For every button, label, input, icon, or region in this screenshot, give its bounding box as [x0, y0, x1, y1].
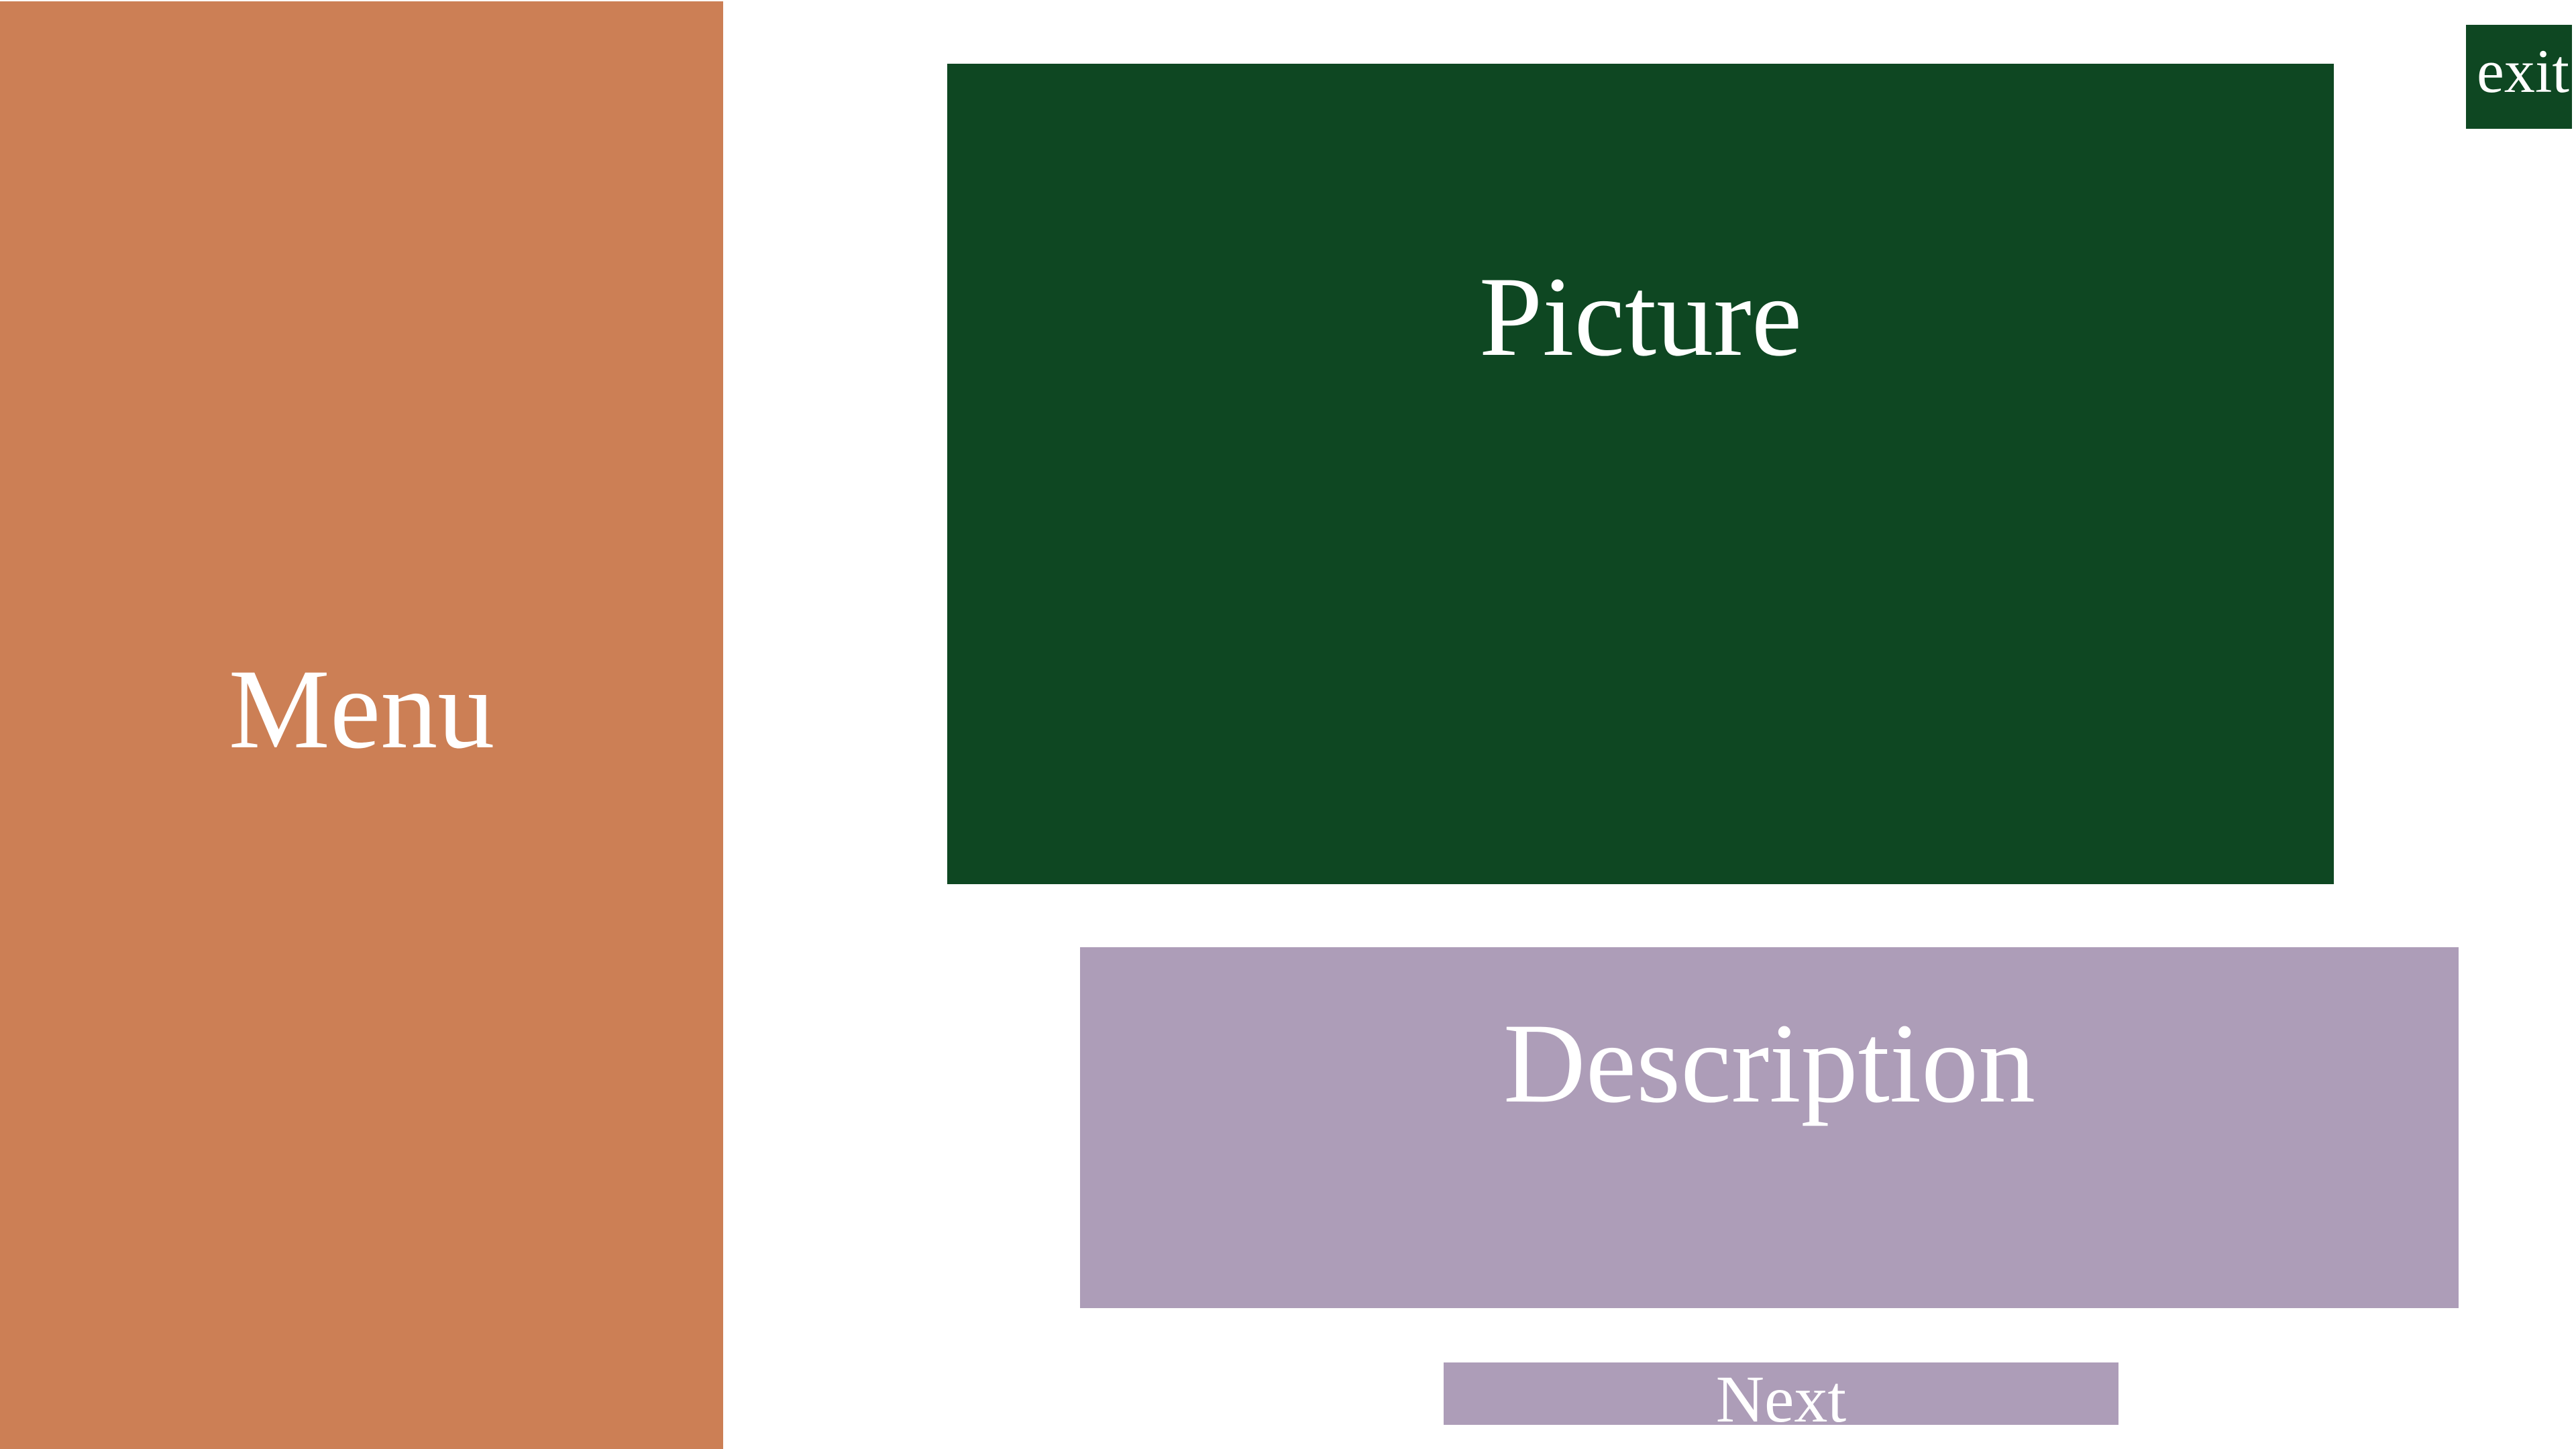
exit-button-label: exit: [2477, 36, 2569, 105]
menu-panel[interactable]: Menu: [0, 1, 723, 1449]
picture-panel: Picture: [947, 64, 2334, 884]
exit-button[interactable]: exit: [2466, 25, 2572, 129]
description-label: Description: [1503, 1000, 2036, 1126]
description-panel: Description: [1080, 947, 2459, 1308]
menu-label: Menu: [228, 646, 495, 772]
picture-label: Picture: [1479, 254, 1803, 380]
next-button-label: Next: [1715, 1362, 1847, 1426]
next-button[interactable]: Next: [1444, 1362, 2118, 1425]
